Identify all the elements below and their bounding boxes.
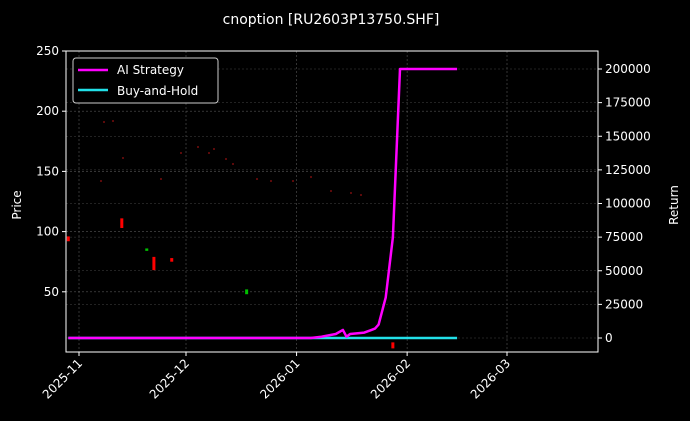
candle [170, 258, 174, 262]
x-tick-label: 2025-11 [40, 356, 85, 401]
right-tick-label: 200000 [605, 62, 651, 76]
left-axis: 50 100 150 200 250 [36, 44, 66, 299]
plot-frame [65, 50, 599, 353]
left-axis-label: Price [10, 190, 24, 219]
legend-label-ai-strategy: AI Strategy [117, 63, 184, 77]
right-tick-label: 125000 [605, 163, 651, 177]
right-tick-label: 50000 [605, 264, 643, 278]
ai-strategy-line [68, 67, 458, 340]
right-tick-label: 100000 [605, 197, 651, 211]
candle [145, 248, 149, 251]
x-tick-label: 2025-12 [147, 356, 192, 401]
candle [245, 289, 249, 295]
candle [152, 256, 156, 271]
left-tick-label: 50 [44, 285, 59, 299]
left-tick-label: 200 [36, 104, 59, 118]
candle [120, 218, 124, 228]
x-tick-label: 2026-02 [368, 356, 413, 401]
candle [391, 342, 395, 349]
right-axis-label: Return [667, 185, 681, 225]
right-tick-label: 0 [605, 331, 613, 345]
right-axis: 0 25000 50000 75000 100000 125000 150000 175000… [598, 62, 651, 345]
right-tick-label: 175000 [605, 96, 651, 110]
x-tick-label: 2026-03 [468, 356, 513, 401]
right-tick-label: 150000 [605, 129, 651, 143]
legend: AI Strategy Buy-and-Hold [72, 57, 219, 104]
right-tick-label: 75000 [605, 230, 643, 244]
legend-box [72, 57, 219, 104]
right-tick-label: 25000 [605, 297, 643, 311]
x-tick-label: 2026-01 [257, 356, 302, 401]
candle [66, 236, 70, 242]
left-tick-label: 250 [36, 44, 59, 58]
x-axis: 2025-11 2025-12 2026-01 2026-02 2026-03 [40, 352, 513, 402]
legend-label-buy-and-hold: Buy-and-Hold [117, 84, 198, 98]
left-tick-label: 100 [36, 225, 59, 239]
candlesticks [66, 120, 395, 349]
chart-title: cnoption [RU2603P13750.SHF] [223, 12, 440, 28]
left-tick-label: 150 [36, 164, 59, 178]
